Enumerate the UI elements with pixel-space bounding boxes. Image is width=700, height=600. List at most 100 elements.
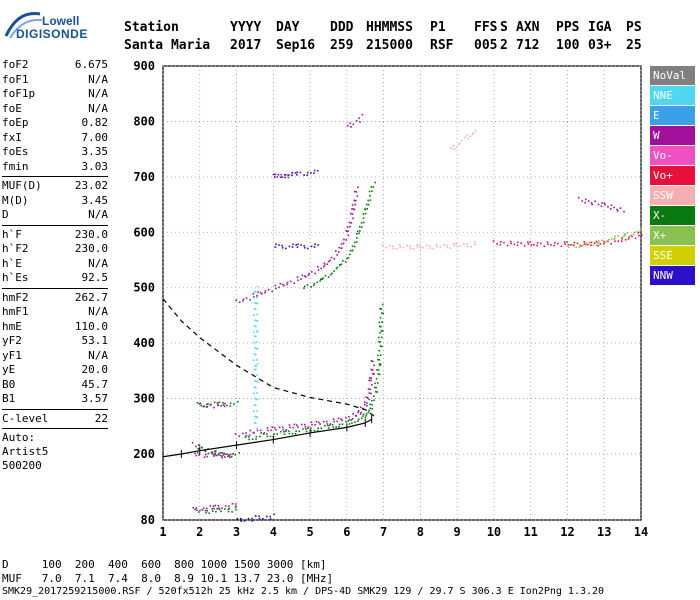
echo-point xyxy=(380,308,383,310)
echo-point xyxy=(338,246,340,249)
echo-point xyxy=(613,206,616,209)
echo-point xyxy=(606,240,609,243)
echo-point xyxy=(254,346,256,349)
echo-point xyxy=(590,244,592,246)
echo-point xyxy=(616,210,619,212)
echo-point xyxy=(214,453,217,456)
echo-point xyxy=(539,242,542,245)
echo-point xyxy=(436,245,438,248)
echo-point xyxy=(469,135,472,138)
echo-point xyxy=(256,302,259,305)
parameter-row: hmF1 N/A xyxy=(2,305,108,320)
echo-point xyxy=(256,429,259,432)
echo-point xyxy=(610,242,612,245)
echo-point xyxy=(308,272,310,275)
echo-point xyxy=(380,363,382,366)
echo-point xyxy=(254,415,256,418)
echo-point xyxy=(226,453,229,455)
echo-point xyxy=(376,391,379,393)
echo-point xyxy=(283,284,285,287)
echo-point xyxy=(614,235,617,238)
echo-point xyxy=(202,507,205,509)
echo-point xyxy=(349,249,352,252)
echo-point xyxy=(263,432,266,434)
echo-point xyxy=(371,372,374,375)
echo-point xyxy=(380,336,383,339)
echo-point xyxy=(321,278,323,281)
echo-point xyxy=(316,281,319,284)
parameter-value: 3.03 xyxy=(81,159,109,173)
echo-point xyxy=(351,418,354,420)
echo-point xyxy=(213,406,215,409)
echo-point xyxy=(378,359,381,361)
echo-point xyxy=(355,191,358,193)
x-tick-label: 7 xyxy=(380,525,387,539)
echo-point xyxy=(227,505,230,507)
echo-point xyxy=(368,379,371,382)
echo-point xyxy=(270,429,272,432)
echo-point xyxy=(449,247,452,249)
distance-row: D 100 200 400 600 800 1000 1500 3000 [km… xyxy=(2,558,327,571)
echo-point xyxy=(608,238,610,241)
echo-point xyxy=(362,217,365,220)
parameter-divider xyxy=(2,428,108,429)
echo-point xyxy=(291,174,293,177)
echo-point xyxy=(336,420,339,423)
echo-point xyxy=(279,176,282,179)
echo-point xyxy=(224,508,226,510)
parameter-row: h`E N/A xyxy=(2,257,108,272)
echo-point xyxy=(235,505,237,508)
echo-point xyxy=(620,237,623,239)
echo-point xyxy=(233,403,235,405)
echo-point xyxy=(347,230,350,233)
header-field-label: PPS xyxy=(556,20,580,35)
parameter-label: foF1 xyxy=(2,72,29,86)
echo-point xyxy=(351,249,354,252)
echo-point xyxy=(258,517,261,520)
echo-point xyxy=(392,245,394,248)
parameter-value: 45.7 xyxy=(81,377,109,391)
echo-point xyxy=(238,435,240,437)
echo-point xyxy=(573,244,575,247)
echo-point xyxy=(373,364,375,367)
echo-point xyxy=(251,438,254,441)
echo-point xyxy=(371,369,374,371)
echo-point xyxy=(240,520,242,522)
echo-point xyxy=(356,232,358,235)
echo-point xyxy=(212,505,215,507)
echo-point xyxy=(209,505,212,507)
echo-point xyxy=(345,420,347,423)
echo-point xyxy=(637,231,640,234)
echo-point xyxy=(226,404,228,407)
header-field-value: Sep16 xyxy=(276,38,316,53)
echo-point xyxy=(453,245,456,247)
echo-point xyxy=(230,456,233,458)
echo-point xyxy=(255,380,258,383)
echo-point xyxy=(337,251,340,253)
echo-point xyxy=(359,413,362,415)
echo-point xyxy=(303,285,306,288)
echo-point xyxy=(266,515,268,518)
echo-point xyxy=(352,217,354,220)
echo-point xyxy=(616,208,618,211)
echo-point xyxy=(256,347,259,350)
echo-point xyxy=(641,234,643,236)
echo-point xyxy=(254,368,257,371)
echo-point xyxy=(496,243,498,245)
echo-point xyxy=(207,452,210,455)
echo-point xyxy=(224,402,226,405)
echo-point xyxy=(253,421,256,424)
echo-point xyxy=(223,452,226,455)
echo-point xyxy=(313,284,315,287)
parameter-row: foF1 N/A xyxy=(2,73,108,88)
echo-point xyxy=(503,241,505,244)
echo-point xyxy=(624,234,627,236)
echo-point xyxy=(214,504,217,507)
echo-point xyxy=(371,190,373,192)
echo-point xyxy=(256,359,258,361)
parameter-value: 6.675 xyxy=(74,58,108,71)
echo-point xyxy=(360,411,362,414)
echo-point xyxy=(219,451,222,454)
echo-point xyxy=(379,345,382,347)
echo-point xyxy=(299,171,302,174)
